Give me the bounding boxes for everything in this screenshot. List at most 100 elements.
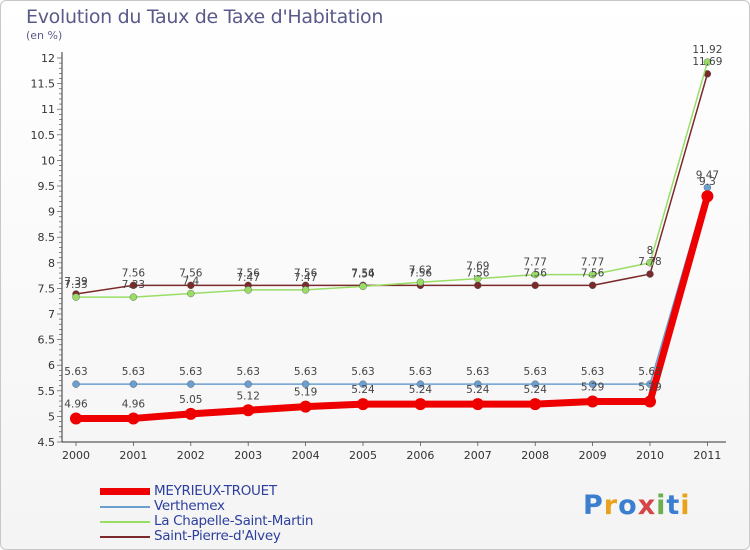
data-label: 5.24 (409, 384, 433, 396)
data-point (416, 278, 425, 286)
logo-letter: i (680, 490, 691, 521)
data-label: 7.56 (122, 267, 146, 279)
legend-swatch (100, 521, 150, 523)
x-tick-label: 2008 (521, 449, 549, 462)
data-label: 7.78 (638, 256, 661, 268)
y-tick-label: 12 (41, 52, 55, 65)
x-tick-label: 2011 (693, 449, 721, 462)
data-point (703, 58, 712, 66)
x-tick-label: 2003 (234, 449, 262, 462)
proxiti-logo: Proxiti (583, 490, 691, 521)
data-point (474, 274, 482, 283)
data-point (301, 286, 310, 294)
data-label: 5.63 (237, 366, 260, 378)
y-tick-label: 10.5 (31, 129, 56, 142)
data-point (646, 259, 654, 267)
data-point (357, 398, 369, 411)
data-label: 7.47 (237, 272, 260, 284)
series-line (76, 61, 709, 298)
data-label: 5.29 (638, 382, 661, 394)
x-tick-label: 2002 (177, 449, 205, 462)
logo-letter: r (603, 490, 619, 521)
data-point (586, 395, 599, 408)
x-tick-label: 2001 (119, 449, 147, 462)
data-label: 5.24 (466, 384, 490, 396)
data-point (187, 289, 195, 298)
data-point (414, 398, 427, 411)
data-label: 5.24 (524, 384, 548, 396)
y-tick-label: 4.5 (38, 436, 56, 449)
data-point (531, 281, 539, 290)
legend-swatch (100, 506, 150, 508)
data-point (531, 270, 539, 279)
data-point (588, 380, 597, 388)
x-tick-label: 2004 (292, 449, 320, 462)
x-tick-label: 2006 (406, 449, 434, 462)
data-label: 7.56 (179, 267, 203, 279)
legend-label: Saint-Pierre-d'Alvey (154, 528, 281, 544)
y-tick-label: 9.5 (38, 180, 56, 193)
x-tick-label: 2009 (579, 449, 607, 462)
x-tick-label: 2007 (464, 449, 492, 462)
logo-letter: x (637, 490, 657, 521)
data-point (588, 281, 597, 290)
data-label: 8 (647, 245, 654, 257)
data-label: 5.24 (351, 384, 375, 396)
data-point (129, 380, 138, 388)
data-point (359, 380, 367, 388)
data-label: 5.63 (64, 366, 87, 378)
data-point (701, 190, 714, 203)
chart-title: Evolution du Taux de Taxe d'Habitation (26, 6, 384, 28)
legend-label: Verthemex (154, 498, 225, 514)
data-label: 4.96 (122, 398, 146, 410)
data-point (72, 380, 80, 388)
legend-label: MEYRIEUX-TROUET (154, 483, 277, 499)
data-label: 7.56 (409, 267, 433, 279)
data-label: 7.56 (581, 267, 605, 279)
data-point (299, 400, 312, 413)
data-label: 11.69 (692, 56, 722, 68)
data-label: 5.63 (638, 366, 661, 378)
data-point (474, 380, 482, 388)
data-point (242, 404, 255, 417)
legend-label: La Chapelle-Saint-Martin (154, 513, 314, 529)
data-label: 5.63 (351, 366, 374, 378)
y-tick-label: 8.5 (38, 231, 56, 244)
x-tick-label: 2005 (349, 449, 377, 462)
series-line (76, 187, 709, 385)
data-point (70, 412, 82, 425)
data-label: 7.47 (294, 272, 317, 284)
y-tick-label: 9 (48, 206, 55, 219)
series-line (75, 73, 709, 295)
data-label: 7.33 (122, 279, 145, 291)
y-tick-label: 8 (48, 257, 55, 270)
y-tick-label: 11 (41, 103, 55, 116)
data-point (474, 281, 482, 290)
data-label: 5.63 (409, 366, 432, 378)
data-point (129, 281, 138, 290)
logo-letter: t (666, 490, 681, 521)
data-point (72, 293, 80, 301)
data-point (644, 395, 656, 408)
chart-unit-label: (en %) (26, 29, 63, 42)
data-label: 5.63 (466, 366, 489, 378)
data-label: 4.96 (64, 398, 88, 410)
data-point (187, 281, 195, 290)
data-point (184, 407, 197, 420)
data-label: 5.29 (581, 382, 604, 394)
data-point (416, 380, 425, 388)
data-label: 7.4 (182, 276, 199, 288)
data-point (531, 380, 539, 388)
data-label: 11.92 (692, 44, 722, 56)
data-label: 7.62 (409, 264, 432, 276)
data-label: 7.77 (581, 257, 604, 269)
x-tick-label: 2000 (62, 449, 90, 462)
data-label: 5.63 (122, 366, 145, 378)
data-label: 7.39 (64, 276, 87, 288)
data-point (187, 380, 195, 388)
data-label: 7.77 (524, 257, 547, 269)
data-point (359, 282, 367, 291)
data-label: 9.3 (699, 176, 716, 188)
data-point (129, 293, 138, 301)
